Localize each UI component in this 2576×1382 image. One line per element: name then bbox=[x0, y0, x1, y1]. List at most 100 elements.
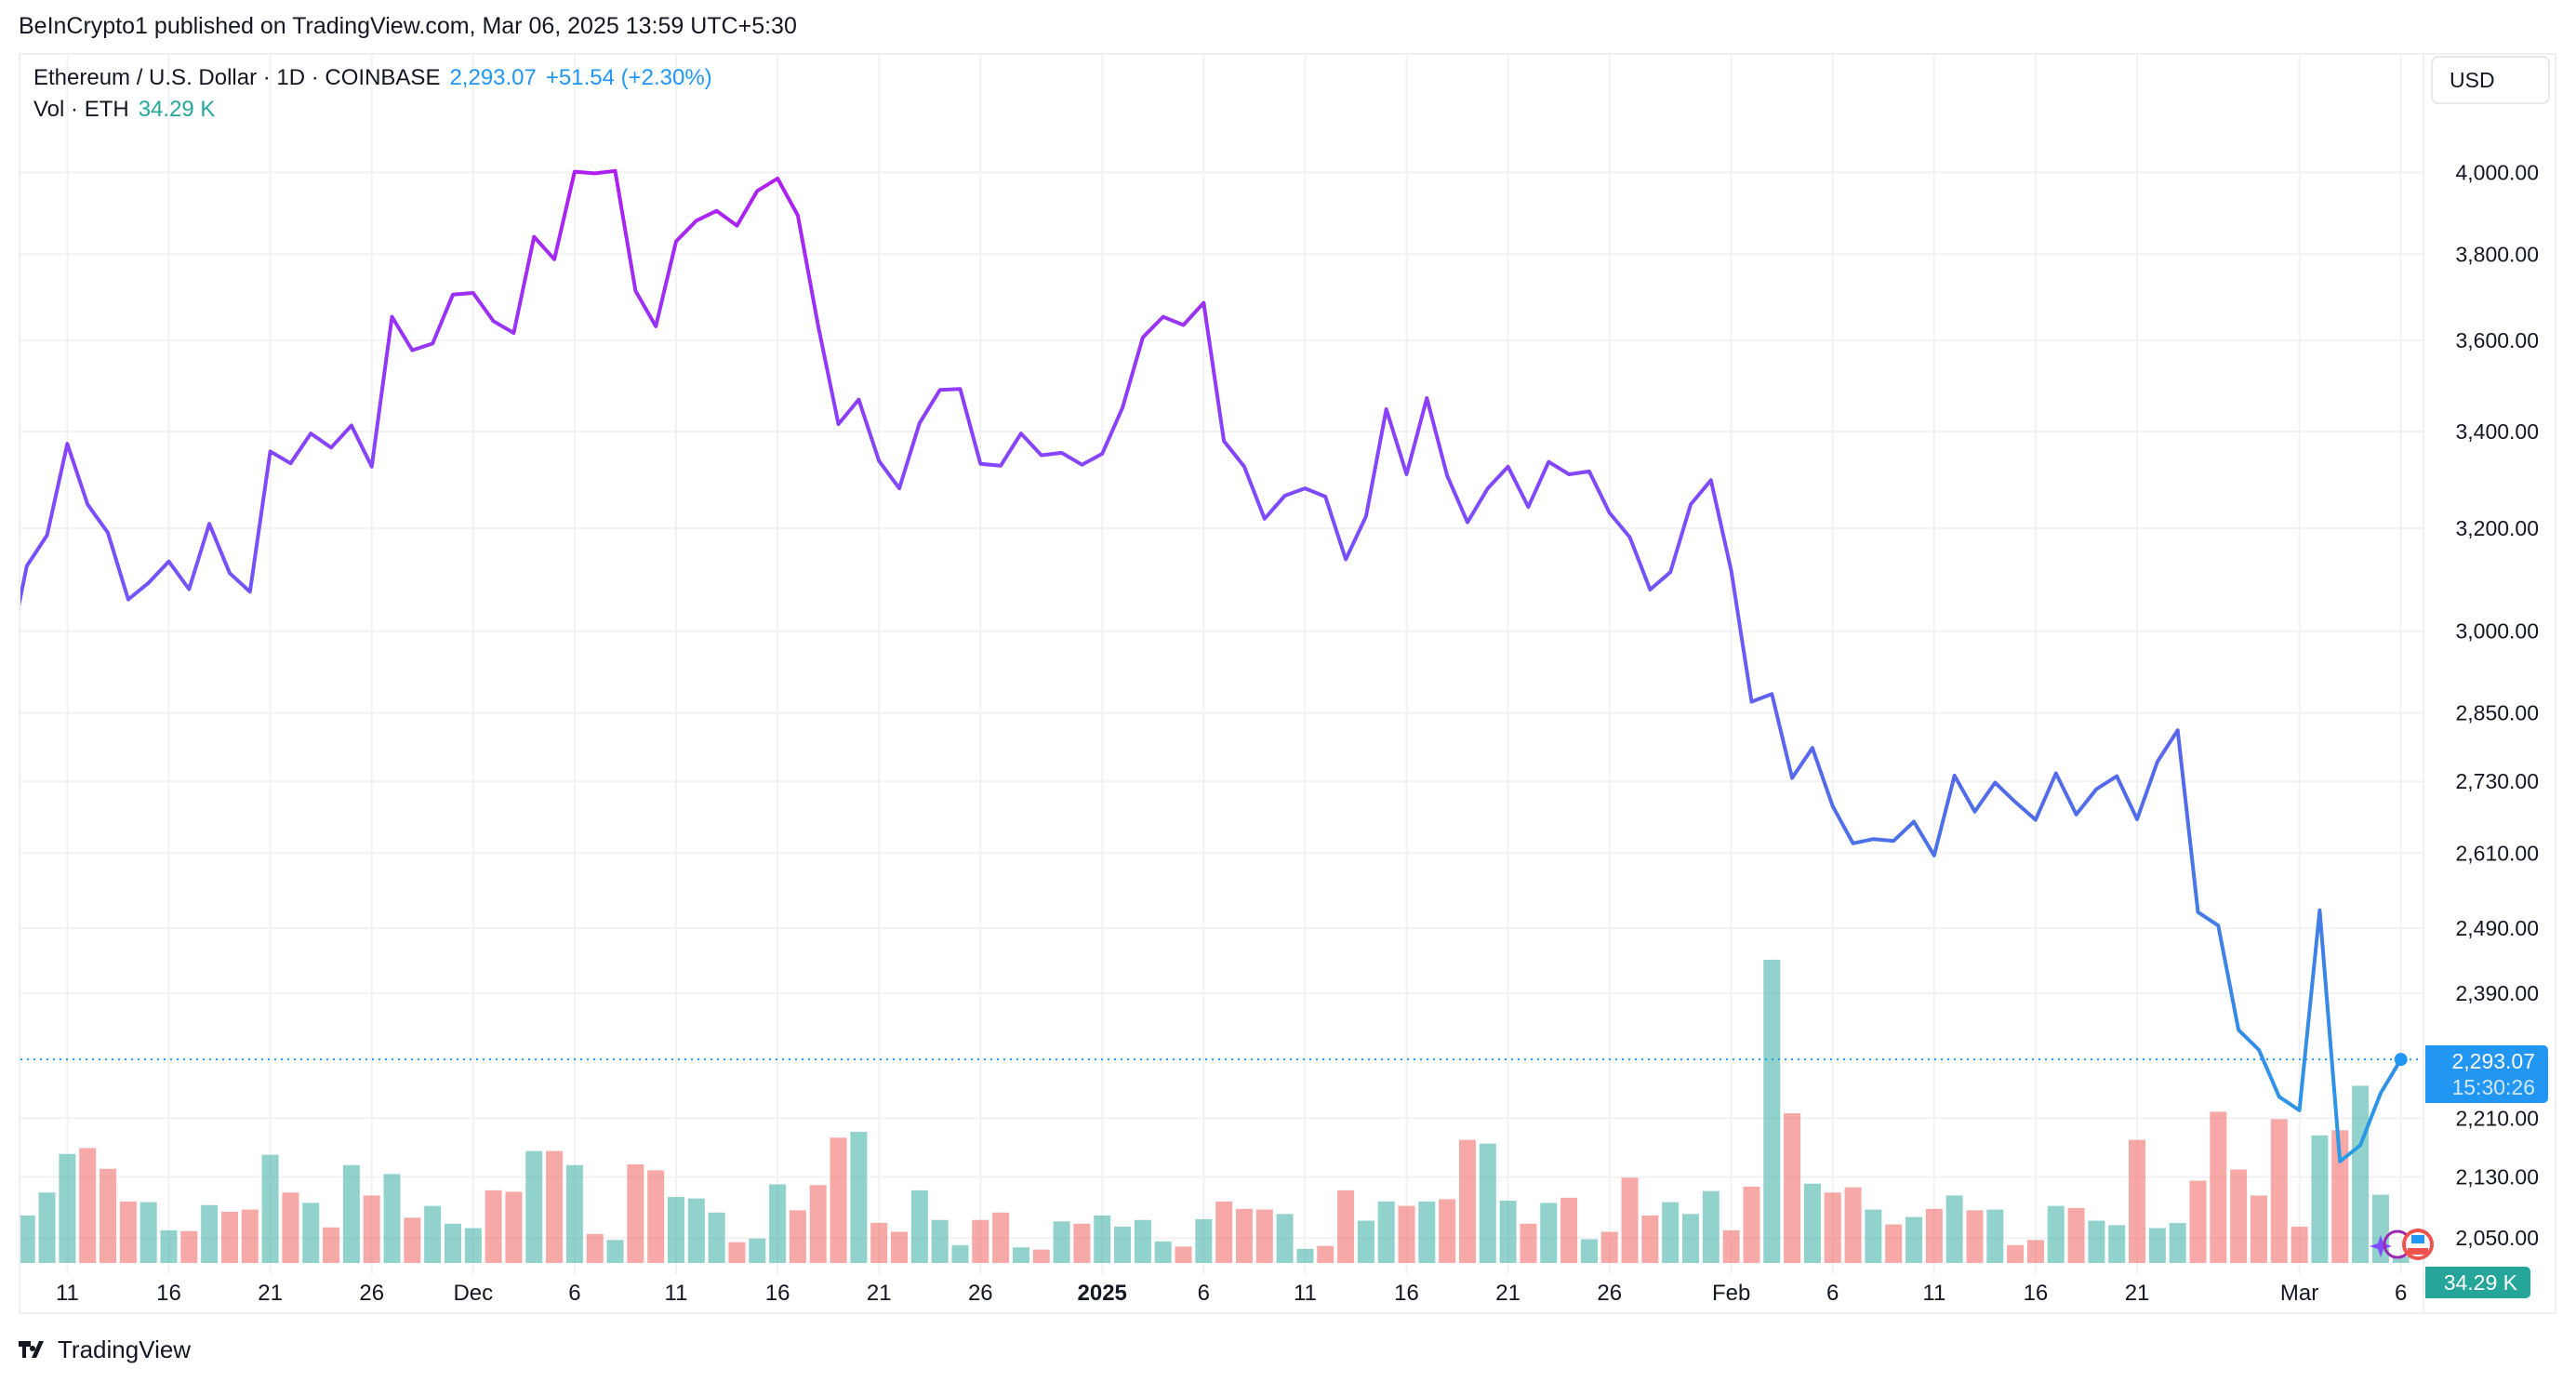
volume-bar-up bbox=[606, 1240, 624, 1263]
price-tick-label: 2,490.00 bbox=[2455, 916, 2539, 940]
price-tick-label: 2,130.00 bbox=[2455, 1165, 2539, 1189]
time-tick-label: 6 bbox=[568, 1281, 580, 1306]
publisher-line: BeInCrypto1 published on TradingView.com… bbox=[19, 13, 797, 39]
volume-bar-down bbox=[2250, 1195, 2267, 1263]
volume-bar-down bbox=[972, 1219, 989, 1263]
volume-bar-up bbox=[1702, 1190, 1720, 1263]
grid-lines bbox=[20, 55, 2423, 1274]
volume-bar-up bbox=[1012, 1247, 1029, 1263]
bar-countdown: 15:30:26 bbox=[2451, 1075, 2535, 1099]
volume-bar-down bbox=[100, 1168, 117, 1263]
volume-bar-down bbox=[2007, 1244, 2025, 1263]
volume-bar-down bbox=[1885, 1224, 1903, 1263]
time-tick-label: 16 bbox=[765, 1281, 790, 1306]
volume-bar-down bbox=[1560, 1197, 1578, 1263]
volume-bar-down bbox=[79, 1148, 97, 1263]
volume-bar-up bbox=[59, 1153, 76, 1263]
price-axis: 4,000.00 3,800.00 3,600.00 3,400.00 3,200.00… bbox=[2455, 161, 2539, 1251]
event-icons bbox=[2370, 1229, 2434, 1260]
price-tick-label: 3,600.00 bbox=[2455, 328, 2539, 352]
volume-bar-up bbox=[464, 1228, 482, 1263]
legend-volume-row: Vol · ETH 34.29 K bbox=[33, 97, 215, 123]
volume-bar-up bbox=[2311, 1135, 2329, 1263]
price-tick-label: 2,390.00 bbox=[2455, 981, 2539, 1005]
volume-bar-up bbox=[1580, 1239, 1598, 1263]
time-tick-label: Feb bbox=[1712, 1281, 1750, 1306]
volume-bar-down bbox=[992, 1212, 1010, 1263]
volume-bar-up bbox=[1865, 1209, 1882, 1263]
volume-bar-up bbox=[1195, 1218, 1213, 1263]
volume-bar-up bbox=[708, 1212, 725, 1263]
time-tick-label: 6 bbox=[1826, 1281, 1839, 1306]
volume-bar-down bbox=[789, 1210, 806, 1263]
price-tick-label: 2,850.00 bbox=[2455, 701, 2539, 725]
volume-bar-up bbox=[2392, 1256, 2410, 1263]
time-tick-label: 16 bbox=[2024, 1281, 2049, 1306]
volume-bar-down bbox=[1520, 1223, 1537, 1263]
symbol-title: Ethereum / U.S. Dollar · 1D · COINBASE bbox=[33, 65, 441, 90]
volume-bars bbox=[20, 959, 2410, 1263]
time-tick-label: 26 bbox=[359, 1281, 384, 1306]
last-price-value: 2,293.07 bbox=[2451, 1049, 2535, 1073]
volume-bar-down bbox=[220, 1211, 238, 1263]
volume-bar-up bbox=[687, 1198, 705, 1263]
volume-bar-up bbox=[139, 1202, 157, 1263]
volume-bar-up bbox=[444, 1223, 461, 1263]
volume-bar-down bbox=[1824, 1192, 1841, 1263]
volume-title: Vol · ETH bbox=[33, 97, 129, 122]
volume-bar-up bbox=[160, 1229, 178, 1263]
time-tick-label: 16 bbox=[156, 1281, 181, 1306]
time-tick-label: 26 bbox=[968, 1281, 993, 1306]
price-line bbox=[20, 168, 2403, 1163]
volume-bar-down bbox=[2331, 1130, 2349, 1263]
volume-bar-up bbox=[1905, 1216, 1923, 1263]
price-tick-label: 3,000.00 bbox=[2455, 619, 2539, 644]
volume-bar-up bbox=[1662, 1202, 1680, 1263]
price-tick-label: 2,050.00 bbox=[2455, 1226, 2539, 1250]
volume-bar-down bbox=[1337, 1189, 1355, 1263]
volume-bar-up bbox=[931, 1219, 949, 1263]
currency-button[interactable]: USD bbox=[2431, 56, 2550, 104]
volume-bar-up bbox=[951, 1244, 969, 1263]
time-axis: 11 16 21 26 Dec 6 11 16 21 26 2025 6 11 16 21 26 Feb 6 11 1… bbox=[56, 1281, 2407, 1306]
time-tick-label: Mar bbox=[2280, 1281, 2318, 1306]
time-tick-label: 21 bbox=[258, 1281, 283, 1306]
time-tick-label: 16 bbox=[1394, 1281, 1419, 1306]
volume-bar-up bbox=[525, 1150, 543, 1263]
legend-price: 2,293.07 bbox=[449, 65, 537, 90]
volume-bar-up bbox=[2108, 1225, 2126, 1263]
time-tick-label: 6 bbox=[1198, 1281, 1210, 1306]
volume-bar-up bbox=[1418, 1201, 1436, 1263]
volume-bar-up bbox=[1803, 1183, 1821, 1263]
volume-bar-down bbox=[870, 1222, 888, 1263]
time-tick-label: 21 bbox=[867, 1281, 892, 1306]
volume-bar-down bbox=[241, 1209, 259, 1263]
volume-bar-down bbox=[2270, 1119, 2288, 1263]
volume-bar-up bbox=[2352, 1085, 2370, 1263]
tradingview-logo-text: TradingView bbox=[58, 1335, 192, 1363]
volume-bar-up bbox=[2148, 1228, 2166, 1263]
volume-bar-up bbox=[201, 1204, 219, 1263]
tradingview-logo-icon bbox=[19, 1340, 44, 1358]
time-tick-label: Dec bbox=[453, 1281, 493, 1306]
time-tick-label: 11 bbox=[665, 1281, 688, 1306]
volume-bar-down bbox=[1398, 1205, 1415, 1263]
volume-bar-down bbox=[1743, 1186, 1760, 1263]
price-tick-label: 2,730.00 bbox=[2455, 769, 2539, 793]
tradingview-logo[interactable]: TradingView bbox=[19, 1335, 191, 1364]
volume-bar-up bbox=[1357, 1220, 1374, 1263]
time-tick-label: 11 bbox=[1922, 1281, 1945, 1306]
volume-bar-down bbox=[1844, 1187, 1862, 1263]
volume-bar-down bbox=[1439, 1199, 1456, 1263]
price-tick-label: 3,800.00 bbox=[2455, 242, 2539, 266]
volume-bar-down bbox=[728, 1242, 746, 1263]
volume-value-label: 34.29 K bbox=[2425, 1267, 2530, 1298]
volume-bar-down bbox=[809, 1185, 827, 1263]
time-tick-label: 21 bbox=[1495, 1281, 1520, 1306]
volume-bar-up bbox=[565, 1164, 583, 1263]
volume-bar-down bbox=[1722, 1229, 1740, 1263]
volume-bar-down bbox=[2067, 1208, 2085, 1263]
volume-bar-down bbox=[627, 1163, 644, 1263]
volume-bar-up bbox=[850, 1131, 868, 1263]
